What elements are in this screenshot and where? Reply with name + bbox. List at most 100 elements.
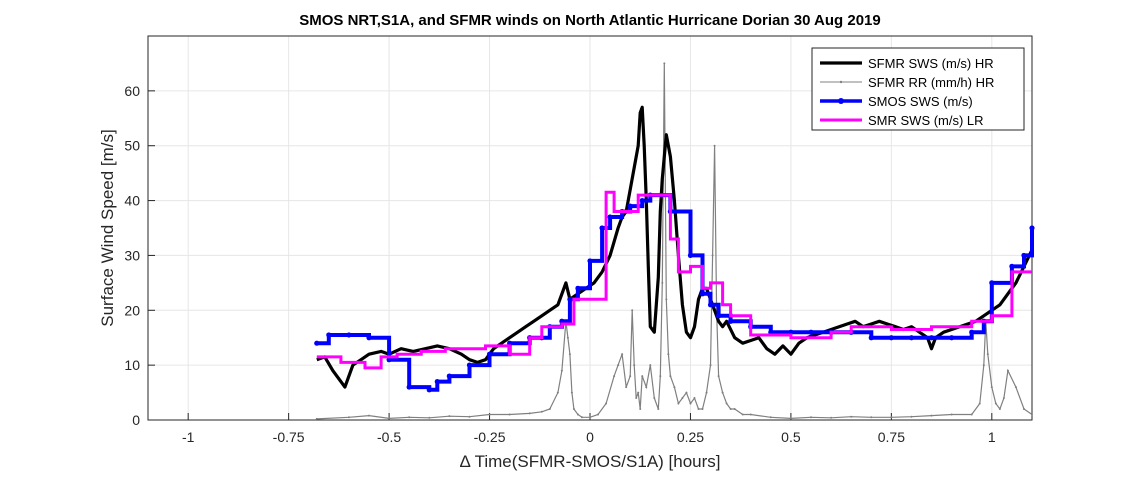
rain-rate-point [560,369,563,372]
rain-rate-point [1022,408,1025,411]
rain-rate-point [1006,369,1009,372]
rain-rate-point [488,413,491,416]
smos-point [446,373,452,379]
rain-rate-point [689,402,692,405]
rain-rate-point [705,391,708,394]
smos-point [486,351,493,357]
smos-point [639,197,645,204]
x-tick-label: 0 [586,429,594,445]
rain-rate-point [910,415,913,418]
y-axis-ticks: 0 10 20 30 40 50 60 [124,83,155,428]
rain-rate-point [990,386,993,389]
rain-rate-point [890,416,893,419]
smos-point [426,387,432,393]
rain-rate-point [978,402,981,405]
rain-rate-point [448,415,451,418]
rain-rate-point [368,414,370,417]
rain-rate-point [749,413,752,416]
rain-rate-point [669,375,672,378]
rain-rate-point [970,413,973,416]
series-sfmr-sws-line [316,105,1034,389]
rain-rate-point [605,402,608,405]
rain-rate-point [548,408,551,411]
rain-rate-point [629,375,632,378]
rain-rate-point [663,62,666,65]
y-tick-label: 40 [124,193,140,209]
smos-point [587,258,593,264]
y-axis-label: Surface Wind Speed [m/s] [98,129,117,326]
rain-rate-point [641,375,644,378]
rain-rate-point [725,402,728,405]
rain-rate-point [580,416,583,419]
rain-rate-point [613,375,616,378]
rain-rate-point [315,417,318,420]
rain-rate-point [693,397,696,400]
smos-point [989,280,995,286]
legend: SFMR SWS (m/s) HR SFMR RR (mm/h) HR SMOS S… [811,47,1025,131]
x-tick-label: 0.75 [878,429,905,445]
rain-rate-point [659,375,662,378]
smos-point [808,329,814,335]
rain-rate-point [572,408,575,411]
rain-rate-point [677,402,680,405]
x-tick-label: -1 [182,429,195,445]
rain-rate-point [540,410,543,413]
rain-rate-point [711,254,714,257]
legend-entry-label: SMR SWS (m/s) LR [868,113,984,128]
rain-rate-point [508,413,511,416]
smos-point [687,252,694,259]
rain-rate-point [597,413,600,416]
rain-rate-point [556,391,559,394]
x-tick-label: -0.25 [474,429,506,445]
legend-entry-label: SMOS SWS (m/s) [868,94,973,109]
rain-rate-point [982,364,985,367]
rain-rate-point [589,416,591,419]
rain-rate-point [713,144,716,147]
rain-rate-point [408,416,411,419]
smos-point [466,362,473,368]
rain-rate-point [667,353,670,356]
rain-rate-point [617,364,620,367]
rain-rate-point [665,298,668,301]
rain-rate-point [741,413,744,416]
rain-rate-point [649,364,652,367]
y-tick-label: 60 [124,83,140,99]
rain-rate-point [468,415,471,418]
smos-point [888,335,894,341]
rain-rate-point [637,391,640,394]
smos-point [366,335,372,341]
rain-rate-point [661,281,664,284]
rain-rate-point [994,402,997,405]
smos-point [406,384,412,390]
rain-rate-point [635,397,638,400]
smos-point [1021,252,1027,259]
rain-rate-point [701,408,704,411]
rain-rate-point [428,416,431,419]
smos-point [1029,225,1035,231]
smos-point [627,203,633,209]
rain-rate-point [653,397,656,400]
smos-point [707,302,714,308]
rain-rate-point [576,413,579,416]
rain-rate-point [631,309,634,312]
smos-point [928,335,935,341]
rain-rate-point [570,391,573,394]
legend-swatch-marker [839,80,843,84]
rain-rate-point [769,416,772,419]
smos-point [434,379,440,385]
x-tick-label: 0.25 [677,429,704,445]
rain-rate-point [673,386,676,389]
rain-rate-point [1002,397,1005,400]
legend-swatch-marker [838,98,844,104]
rain-rate-point [697,408,700,411]
rain-rate-point [830,416,833,419]
rain-rate-point [810,416,812,419]
y-tick-label: 0 [132,412,140,428]
rain-rate-point [729,408,732,411]
smos-point [969,329,975,335]
series-smr-sws-line [316,190,1032,370]
smos-point [599,225,605,231]
rain-rate-point [568,353,571,356]
